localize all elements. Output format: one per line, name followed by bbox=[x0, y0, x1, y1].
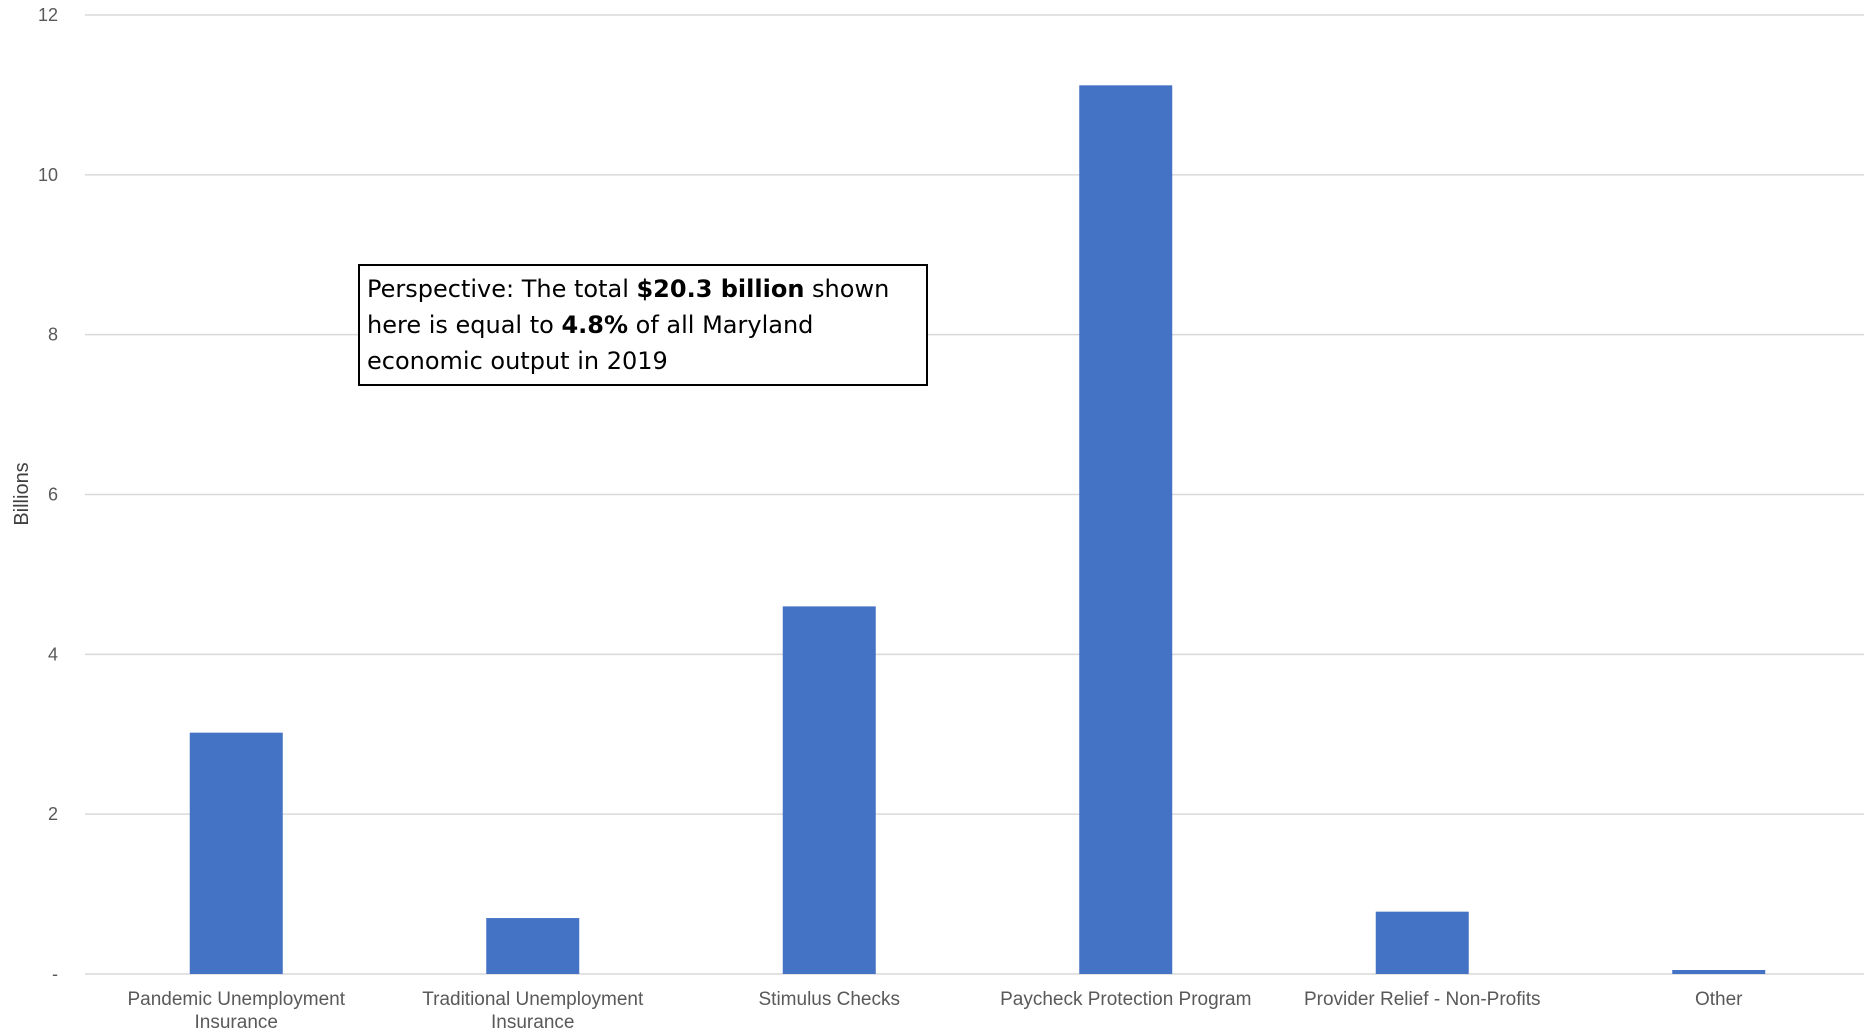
y-tick-label: 2 bbox=[48, 804, 58, 824]
x-axis-categories: Pandemic UnemploymentInsuranceTraditiona… bbox=[127, 989, 1743, 1032]
y-tick-label: 4 bbox=[48, 644, 58, 664]
annotation-text: shown here is equal to bbox=[367, 275, 890, 339]
y-tick-label: 8 bbox=[48, 325, 58, 345]
x-category-label: Insurance bbox=[195, 1012, 278, 1032]
bar bbox=[782, 606, 876, 974]
annotation-text: Perspective: The total bbox=[367, 275, 637, 303]
bar bbox=[1079, 85, 1173, 975]
x-category-label: Insurance bbox=[491, 1012, 574, 1032]
bars bbox=[189, 85, 1766, 975]
perspective-annotation: Perspective: The total $20.3 billion sho… bbox=[358, 264, 928, 386]
gridlines bbox=[85, 14, 1864, 975]
x-category-label: Other bbox=[1695, 989, 1743, 1010]
annotation-highlight: 4.8% bbox=[561, 311, 629, 339]
y-axis-label: Billions bbox=[11, 462, 33, 525]
annotation-highlight: $20.3 billion bbox=[636, 275, 805, 303]
y-tick-label: 12 bbox=[38, 5, 58, 25]
bar bbox=[1375, 911, 1469, 974]
x-category-label: Paycheck Protection Program bbox=[1000, 989, 1251, 1010]
x-category-label: Provider Relief - Non-Profits bbox=[1304, 989, 1541, 1010]
bar bbox=[1672, 970, 1766, 974]
y-axis-ticks: - 2 4 6 8 10 12 bbox=[38, 5, 58, 984]
y-tick-label: - bbox=[52, 964, 58, 984]
x-category-label: Traditional Unemployment bbox=[422, 989, 644, 1010]
bar bbox=[189, 732, 283, 974]
bar bbox=[486, 918, 580, 974]
annotation-text: of all Maryland economic output in 2019 bbox=[367, 311, 814, 375]
x-category-label: Stimulus Checks bbox=[759, 989, 901, 1010]
y-tick-label: 6 bbox=[48, 485, 58, 505]
x-category-label: Pandemic Unemployment bbox=[127, 989, 345, 1010]
y-tick-label: 10 bbox=[38, 165, 58, 185]
